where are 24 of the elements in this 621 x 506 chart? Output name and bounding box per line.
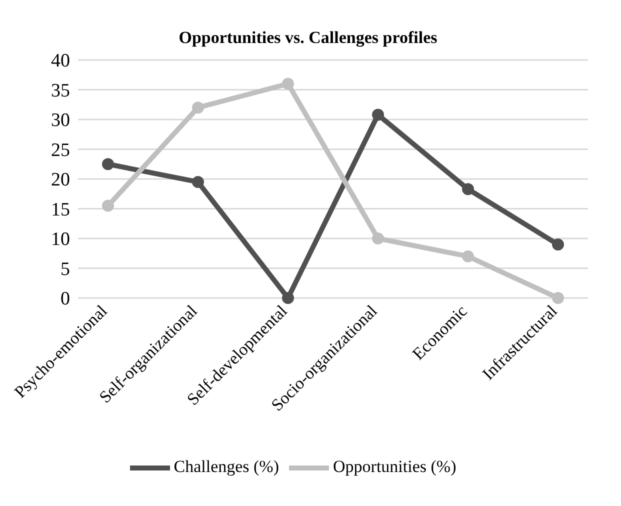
point <box>552 238 564 250</box>
point <box>462 183 474 196</box>
y-tick-label: 0 <box>60 288 70 310</box>
point <box>192 102 204 114</box>
y-tick-label: 20 <box>51 170 70 191</box>
y-tick-label: 5 <box>60 258 70 280</box>
point <box>552 292 564 304</box>
point <box>372 232 384 244</box>
point <box>282 78 294 90</box>
point <box>462 250 474 262</box>
y-tick-label: 25 <box>51 140 70 161</box>
point <box>372 108 384 121</box>
legend-label: Opportunities (%) <box>333 456 456 476</box>
point <box>102 200 114 212</box>
point <box>282 292 294 304</box>
y-tick-label: 40 <box>51 50 70 72</box>
y-tick-label: 15 <box>51 199 70 220</box>
y-tick-label: 35 <box>51 80 70 102</box>
legend-label: Challenges (%) <box>174 456 280 476</box>
y-tick-label: 10 <box>51 229 70 250</box>
point <box>102 158 114 170</box>
point <box>192 176 204 188</box>
chart-title: Opportunities vs. Callenges profiles <box>178 27 438 49</box>
y-tick-label: 30 <box>51 110 70 132</box>
